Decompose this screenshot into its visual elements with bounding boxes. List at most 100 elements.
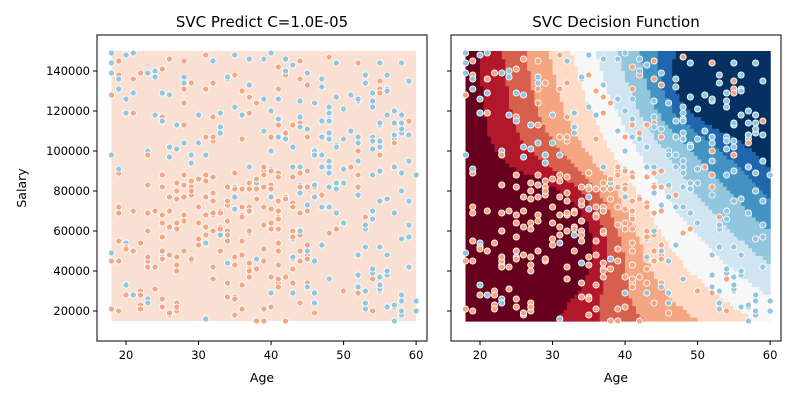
- contour-cell: [603, 282, 608, 287]
- contour-cell: [668, 286, 673, 291]
- contour-cell: [509, 189, 514, 195]
- contour-cell: [505, 151, 510, 156]
- contour-cell: [599, 51, 604, 56]
- data-point: [303, 133, 311, 141]
- contour-cell: [552, 201, 557, 206]
- contour-cell: [570, 70, 575, 75]
- contour-cell: [635, 278, 641, 284]
- contour-cell: [552, 224, 557, 230]
- data-point: [202, 85, 210, 93]
- contour-cell: [476, 278, 481, 284]
- contour-cell: [635, 151, 641, 156]
- contour-cell: [567, 216, 572, 222]
- contour-cell: [617, 124, 623, 129]
- contour-cell: [686, 166, 691, 172]
- contour-cell: [552, 93, 557, 98]
- data-point: [180, 79, 188, 87]
- contour-cell: [606, 54, 612, 60]
- contour-cell: [469, 201, 474, 206]
- contour-cell: [639, 174, 644, 179]
- contour-cell: [545, 236, 550, 241]
- data-point: [158, 219, 166, 227]
- contour-cell: [625, 243, 630, 249]
- contour-cell: [693, 278, 699, 284]
- contour-cell: [675, 159, 681, 164]
- contour-cell: [603, 124, 608, 129]
- contour-cell: [690, 132, 695, 137]
- contour-cell: [632, 108, 637, 114]
- contour-cell: [683, 305, 688, 311]
- contour-cell: [581, 247, 586, 253]
- contour-cell: [577, 170, 583, 176]
- contour-cell: [596, 128, 601, 133]
- contour-cell: [567, 259, 572, 264]
- contour-cell: [574, 105, 579, 110]
- contour-cell: [490, 159, 496, 164]
- contour-cell: [548, 151, 554, 156]
- contour-cell: [472, 186, 477, 191]
- data-point: [303, 81, 311, 89]
- contour-cell: [581, 85, 586, 91]
- contour-cell: [679, 213, 684, 218]
- contour-cell: [476, 135, 481, 141]
- contour-cell: [487, 305, 492, 311]
- contour-cell: [545, 263, 550, 268]
- contour-cell: [469, 105, 474, 110]
- contour-cell: [596, 151, 601, 156]
- contour-cell: [610, 97, 615, 102]
- contour-cell: [574, 143, 579, 149]
- contour-cell: [498, 120, 503, 125]
- contour-cell: [559, 124, 565, 129]
- contour-cell: [530, 166, 536, 172]
- contour-cell: [686, 174, 691, 179]
- contour-cell: [693, 216, 699, 222]
- contour-cell: [552, 147, 557, 152]
- data-point: [144, 151, 152, 159]
- contour-cell: [574, 205, 579, 210]
- contour-cell: [664, 105, 670, 110]
- contour-cell: [628, 178, 633, 183]
- contour-cell: [625, 282, 630, 287]
- contour-cell: [617, 213, 623, 218]
- contour-cell: [563, 105, 568, 110]
- contour-cell: [672, 297, 677, 303]
- contour-cell: [548, 170, 554, 176]
- contour-cell: [610, 62, 615, 68]
- contour-cell: [588, 305, 594, 311]
- contour-cell: [523, 213, 528, 218]
- contour-cell: [635, 243, 641, 249]
- contour-cell: [675, 213, 681, 218]
- contour-cell: [675, 301, 681, 307]
- contour-cell: [646, 66, 652, 71]
- contour-cell: [512, 197, 517, 203]
- contour-cell: [494, 213, 499, 218]
- contour-cell: [577, 51, 583, 56]
- contour-cell: [585, 270, 590, 276]
- contour-cell: [487, 205, 492, 210]
- contour-cell: [476, 236, 481, 241]
- contour-cell: [614, 301, 619, 307]
- contour-cell: [483, 259, 488, 264]
- contour-cell: [570, 278, 575, 284]
- contour-cell: [588, 189, 594, 195]
- contour-cell: [472, 232, 477, 237]
- contour-cell: [534, 178, 539, 183]
- data-point: [202, 193, 210, 201]
- contour-cell: [606, 209, 612, 214]
- contour-cell: [519, 162, 525, 168]
- data-point: [209, 275, 217, 283]
- data-point: [216, 209, 224, 217]
- contour-cell: [610, 124, 615, 129]
- data-point: [180, 211, 188, 219]
- contour-cell: [661, 74, 666, 79]
- data-point: [260, 221, 268, 229]
- contour-cell: [469, 101, 474, 106]
- data-point: [311, 193, 319, 201]
- contour-cell: [588, 228, 594, 233]
- contour-cell: [534, 112, 539, 118]
- contour-cell: [556, 70, 561, 75]
- contour-cell: [490, 193, 496, 199]
- contour-cell: [509, 305, 514, 311]
- contour-cell: [538, 240, 543, 245]
- contour-cell: [472, 120, 477, 125]
